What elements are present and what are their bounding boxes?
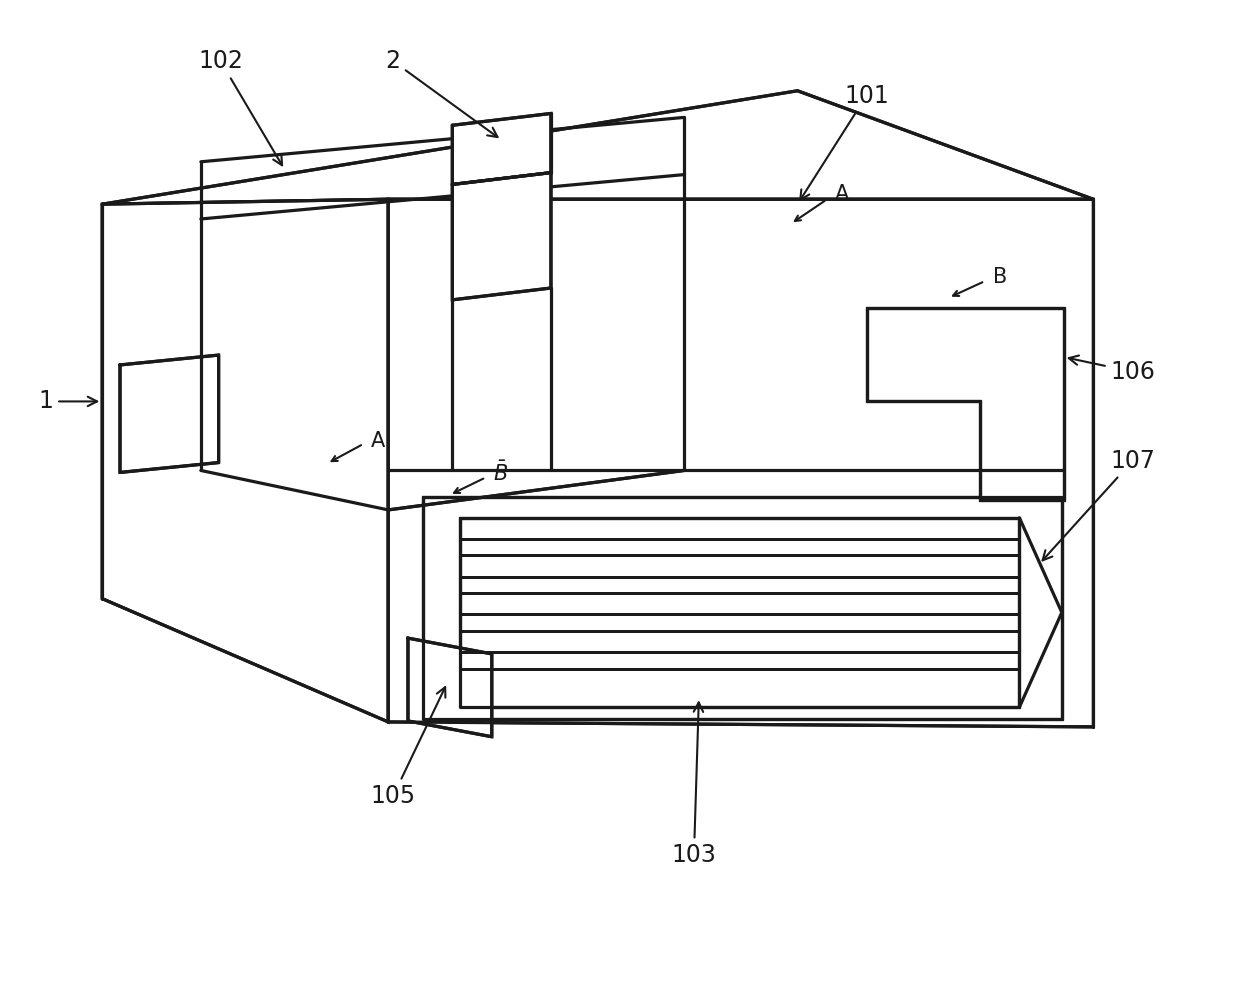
Polygon shape bbox=[867, 308, 1064, 500]
Polygon shape bbox=[388, 199, 1094, 727]
Text: $\bar{B}$: $\bar{B}$ bbox=[999, 270, 1003, 275]
Text: B: B bbox=[992, 267, 1007, 287]
Text: 107: 107 bbox=[1043, 448, 1156, 560]
Text: $\bar{B}$: $\bar{B}$ bbox=[494, 460, 508, 484]
Text: 102: 102 bbox=[198, 49, 281, 165]
Polygon shape bbox=[120, 355, 218, 472]
Polygon shape bbox=[453, 172, 551, 300]
Text: 105: 105 bbox=[371, 687, 445, 808]
Text: 101: 101 bbox=[800, 84, 889, 199]
Polygon shape bbox=[408, 638, 492, 737]
Text: 103: 103 bbox=[672, 703, 717, 867]
Text: 1: 1 bbox=[38, 390, 97, 414]
Polygon shape bbox=[102, 91, 1094, 204]
Text: A: A bbox=[835, 184, 849, 204]
Polygon shape bbox=[453, 114, 551, 184]
Polygon shape bbox=[423, 497, 1061, 719]
Text: A: A bbox=[371, 431, 386, 451]
Text: 2: 2 bbox=[386, 49, 497, 137]
Polygon shape bbox=[460, 518, 1019, 707]
Text: 106: 106 bbox=[1069, 355, 1156, 384]
Polygon shape bbox=[102, 199, 388, 722]
